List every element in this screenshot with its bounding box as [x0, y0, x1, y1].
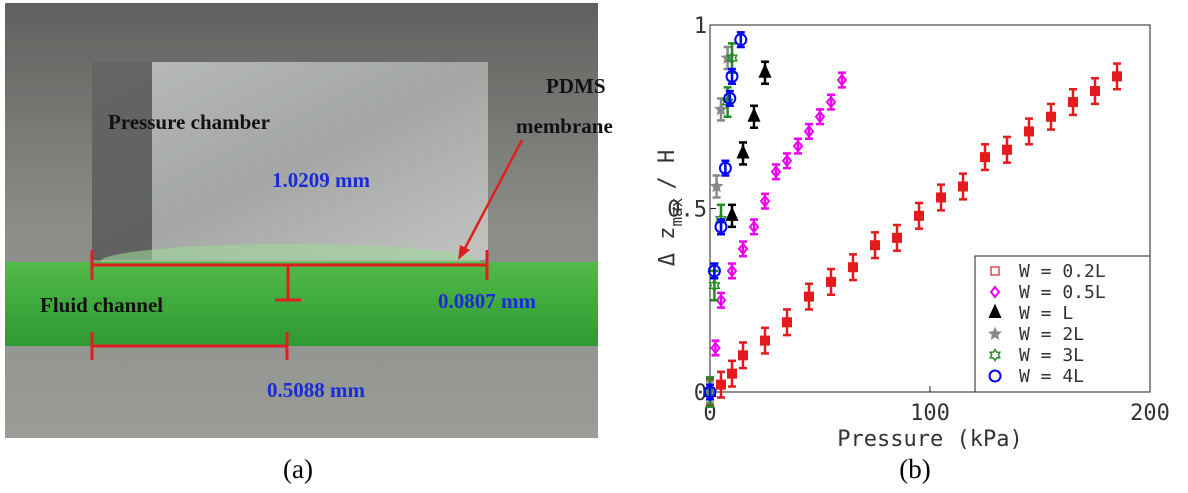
marker — [804, 291, 814, 302]
marker — [1024, 126, 1034, 137]
legend-marker — [989, 285, 1001, 299]
y-label-sub: max — [667, 197, 686, 226]
marker — [716, 379, 726, 390]
y-tick-label: 0.5 — [667, 198, 707, 223]
legend-label: W = 2L — [1019, 324, 1084, 345]
marker — [760, 335, 770, 346]
legend-label: W = 3L — [1019, 345, 1084, 366]
photo-label: Fluid channel — [40, 293, 163, 317]
legend-marker — [988, 348, 1002, 362]
x-tick-label: 200 — [1130, 401, 1170, 426]
marker — [1112, 71, 1122, 82]
marker — [770, 165, 782, 179]
x-tick-label: 100 — [910, 401, 950, 426]
legend-box — [974, 255, 1151, 393]
marker — [714, 220, 728, 234]
marker — [721, 95, 734, 110]
marker — [980, 152, 990, 163]
marker — [1068, 97, 1078, 108]
marker — [814, 110, 826, 124]
marker — [714, 102, 728, 116]
y-tick-label: 0 — [694, 381, 707, 406]
marker — [738, 350, 748, 361]
photo-label: 1.0209 mm — [272, 168, 370, 192]
marker — [826, 276, 836, 287]
marker — [727, 368, 737, 379]
marker — [715, 293, 727, 307]
marker — [723, 91, 737, 105]
legend-marker — [988, 369, 1002, 383]
marker — [836, 73, 848, 87]
y-tick-label: 1 — [694, 14, 707, 39]
legend-label: W = 0.2L — [1019, 261, 1106, 282]
marker — [825, 95, 837, 109]
marker — [936, 192, 946, 203]
photo-label: 0.5088 mm — [267, 378, 365, 402]
marker — [725, 206, 739, 221]
marker — [1090, 86, 1100, 97]
marker — [747, 107, 761, 122]
y-label-tail: / H — [655, 150, 680, 190]
marker — [1002, 144, 1012, 155]
caption: (b) — [899, 454, 930, 484]
marker — [737, 242, 749, 256]
marker — [892, 232, 902, 243]
marker — [703, 385, 717, 399]
marker — [708, 278, 721, 293]
legend-marker — [990, 266, 1000, 276]
marker — [870, 240, 880, 251]
marker — [718, 161, 732, 175]
photo: Pressure chamber PDMS membrane 1.0209 mm… — [5, 3, 613, 438]
marker — [782, 317, 792, 328]
photo-label: membrane — [516, 114, 613, 138]
marker — [734, 33, 748, 47]
y-axis-label: Δ zmax / H — [655, 150, 686, 266]
legend-marker — [988, 303, 1002, 318]
marker — [725, 69, 739, 83]
legend-label: W = L — [1019, 303, 1073, 324]
marker — [803, 124, 815, 139]
marker — [759, 194, 771, 208]
photo-label: PDMS — [546, 74, 606, 98]
marker — [792, 139, 804, 153]
marker — [1046, 111, 1056, 122]
marker — [748, 220, 760, 234]
marker — [726, 264, 738, 278]
caption: (a) — [283, 454, 313, 484]
marker — [781, 154, 793, 168]
y-label-main: Δ z — [655, 226, 680, 266]
photo-label: 0.0807 mm — [438, 289, 536, 313]
marker — [710, 341, 721, 355]
marker — [709, 179, 724, 193]
marker — [914, 210, 924, 221]
marker — [736, 144, 750, 159]
x-axis-label: Pressure (kPa) — [837, 427, 1022, 452]
marker — [725, 51, 739, 65]
legend-label: W = 0.5L — [1019, 282, 1106, 303]
legend-label: W = 4L — [1019, 366, 1084, 387]
legend-marker — [988, 326, 1002, 340]
marker — [707, 264, 721, 278]
marker — [758, 63, 772, 78]
photo-label: Pressure chamber — [108, 110, 270, 134]
marker — [848, 262, 858, 273]
marker — [958, 181, 968, 192]
